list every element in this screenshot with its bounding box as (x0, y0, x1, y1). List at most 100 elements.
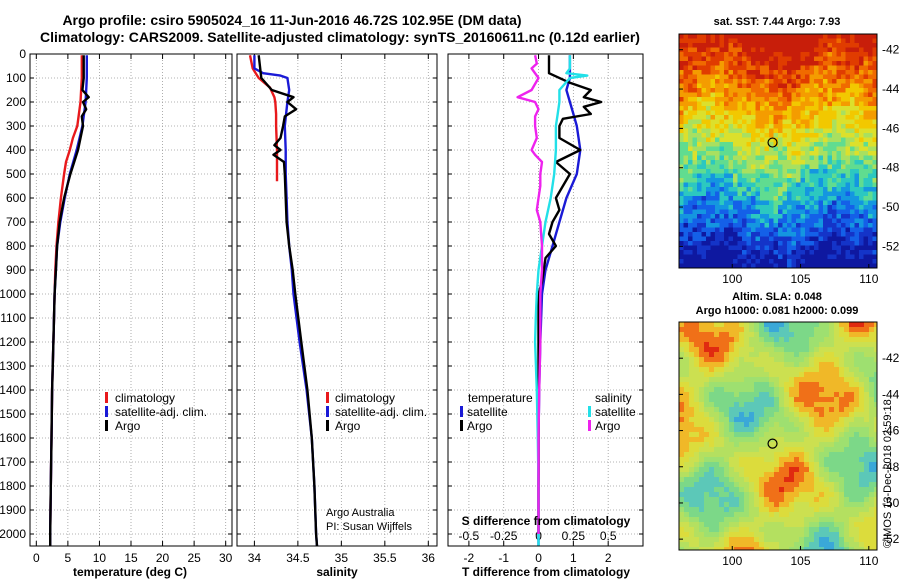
sst-cell (733, 97, 738, 102)
sst-cell (845, 137, 851, 143)
sla-cell (784, 327, 790, 333)
sst-cell (760, 146, 765, 152)
sst-cell (832, 263, 837, 268)
sst-cell (859, 209, 864, 215)
sst-cell (832, 137, 837, 143)
sla-cell (714, 407, 720, 413)
sst-cell (769, 245, 774, 251)
sla-cell (689, 437, 695, 443)
sst-cell (764, 205, 770, 210)
sst-cell (719, 115, 725, 120)
sst-cell (706, 92, 711, 98)
sst-cell (809, 191, 815, 197)
sst-cell (872, 65, 877, 71)
sst-cell (706, 263, 711, 268)
sla-cell (834, 507, 840, 513)
sla-cell (794, 407, 800, 413)
sla-cell (819, 442, 825, 448)
sst-cell (809, 223, 815, 228)
sst-cell (782, 169, 788, 174)
sst-cell (724, 128, 729, 134)
sst-cell (728, 74, 734, 80)
sla-cell (769, 407, 775, 413)
sst-cell (737, 200, 743, 206)
sst-cell (755, 263, 761, 268)
sla-cell (774, 322, 780, 328)
sla-cell (819, 467, 825, 473)
y-tick-label: -50 (882, 496, 900, 510)
sst-cell (836, 38, 842, 44)
sst-cell (854, 88, 860, 93)
sla-cell (824, 522, 830, 528)
sla-cell (819, 457, 825, 463)
sla-cell (804, 457, 810, 463)
sst-cell (683, 196, 689, 201)
sst-cell (737, 56, 743, 62)
sla-cell (789, 322, 795, 328)
sla-cell (714, 357, 720, 363)
sla-cell (854, 452, 860, 458)
sla-cell (854, 457, 860, 463)
sla-cell (709, 477, 715, 483)
y-tick-label: 500 (6, 167, 26, 181)
sst-cell (845, 178, 851, 183)
sla-cell (774, 532, 780, 538)
sst-cell (791, 241, 797, 246)
sst-cell (760, 38, 765, 44)
sla-cell (869, 337, 875, 343)
sst-cell (805, 178, 810, 183)
sla-cell (679, 382, 685, 388)
sla-cell (794, 477, 800, 483)
sst-cell (724, 61, 729, 66)
sst-cell (715, 146, 720, 152)
sst-cell (787, 155, 792, 161)
sst-cell (710, 182, 716, 188)
sla-cell (834, 467, 840, 473)
sla-cell (859, 352, 865, 358)
sla-cell (809, 342, 815, 348)
sst-cell (859, 70, 864, 75)
sla-cell (804, 432, 810, 438)
sla-cell (759, 437, 765, 443)
sla-cell (679, 347, 685, 353)
sla-cell (734, 342, 740, 348)
sst-cell (818, 187, 824, 192)
sla-cell (739, 472, 745, 478)
x-tick-label: -2 (464, 551, 475, 565)
sla-cell (809, 527, 815, 533)
sst-cell (850, 142, 855, 147)
sst-cell (782, 187, 788, 192)
sla-cell (874, 332, 877, 338)
sst-cell (863, 128, 869, 134)
sla-cell (759, 417, 765, 423)
sst-cell (841, 218, 846, 224)
sla-cell (849, 542, 855, 548)
sla-cell (839, 362, 845, 368)
sla-cell (824, 422, 830, 428)
sla-cell (699, 412, 705, 418)
sst-cell (823, 223, 828, 228)
sla-cell (719, 342, 725, 348)
sst-cell (679, 83, 684, 89)
sst-cell (769, 241, 774, 246)
sst-cell (683, 245, 689, 251)
sla-cell (794, 462, 800, 468)
sst-cell (692, 254, 698, 260)
sla-cell (839, 537, 845, 543)
sst-cell (733, 191, 738, 197)
sla-cell (824, 467, 830, 473)
sst-cell (746, 110, 752, 116)
sla-cell (794, 452, 800, 458)
sst-cell (773, 169, 779, 174)
sst-cell (679, 97, 684, 102)
sst-cell (719, 101, 725, 107)
sst-cell (800, 79, 806, 84)
sst-cell (719, 232, 725, 237)
sla-cell (859, 477, 865, 483)
sst-cell (800, 137, 806, 143)
sst-cell (814, 133, 819, 138)
sla-cell (829, 507, 835, 513)
sst-cell (733, 223, 738, 228)
sla-cell (844, 547, 850, 550)
sla-cell (784, 462, 790, 468)
